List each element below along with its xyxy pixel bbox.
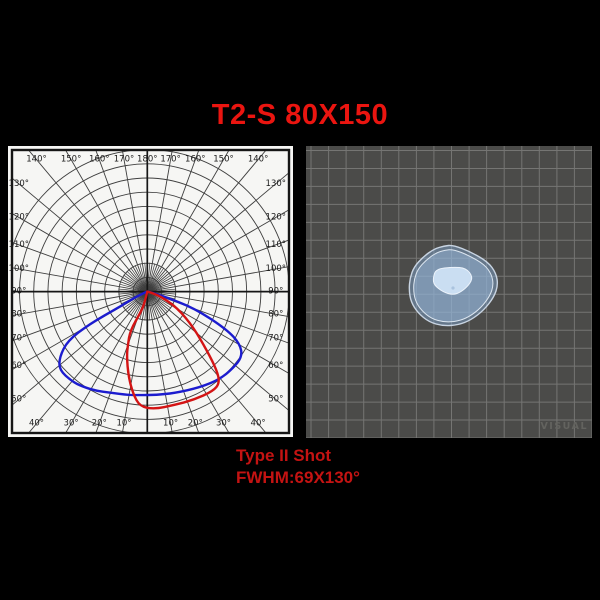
polar-angle-label: 110° [266, 240, 286, 250]
beam-footprint-panel: VISUAL [306, 146, 592, 438]
polar-angle-label: 80° [11, 309, 26, 319]
polar-angle-label: 150° [61, 155, 81, 165]
polar-angle-label: 100° [9, 264, 29, 274]
footprint-center-marker [451, 286, 455, 290]
footprint-contour-inner [432, 266, 473, 295]
polar-angle-label: 30° [216, 419, 231, 429]
caption: Type II Shot FWHM:69X130° [236, 445, 360, 489]
polar-angle-label: 130° [9, 179, 29, 189]
polar-angle-label: 180° [137, 155, 157, 165]
polar-angle-label: 100° [266, 264, 286, 274]
page-title: T2-S 80X150 [211, 99, 389, 131]
polar-angle-label: 40° [251, 419, 266, 429]
polar-angle-label: 10° [116, 419, 131, 429]
polar-distribution-panel: 10° 10° 20° 20° 30° 30° 40° 40° 50° 50° 60° 60° 70° 7… [8, 146, 293, 437]
polar-angle-label: 150° [213, 155, 233, 165]
polar-angle-label: 40° [29, 419, 44, 429]
polar-angle-label: 140° [26, 155, 46, 165]
polar-angle-label: 50° [11, 394, 26, 404]
polar-angle-label: 170° [114, 155, 134, 165]
watermark: VISUAL [540, 421, 588, 432]
polar-angle-label: 130° [266, 179, 286, 189]
polar-angle-label: 70° [11, 333, 26, 343]
lobe-narrow-plane-69deg [125, 290, 220, 410]
polar-angle-label: 30° [64, 419, 79, 429]
polar-angle-label: 120° [266, 212, 286, 222]
polar-angle-label: 90° [11, 287, 26, 297]
caption-beam-type: Type II Shot [236, 446, 332, 465]
polar-angle-label: 70° [268, 333, 283, 343]
polar-angle-label: 80° [268, 309, 283, 319]
polar-angle-label: 160° [185, 155, 205, 165]
polar-angle-label: 60° [11, 361, 26, 371]
polar-angle-label: 90° [268, 287, 283, 297]
polar-distribution-chart: 10° 10° 20° 20° 30° 30° 40° 40° 50° 50° 60° 60° 70° 7… [9, 148, 291, 435]
polar-angle-label: 140° [248, 155, 268, 165]
polar-angle-label: 110° [9, 240, 29, 250]
beam-footprint-map: VISUAL [306, 146, 592, 438]
caption-fwhm: FWHM:69X130° [236, 468, 360, 487]
polar-angle-label: 20° [188, 419, 203, 429]
polar-angle-label: 20° [92, 419, 107, 429]
polar-angle-label: 120° [9, 212, 29, 222]
polar-angle-label: 160° [89, 155, 109, 165]
polar-angle-label: 170° [160, 155, 180, 165]
polar-angle-label: 50° [268, 394, 283, 404]
polar-angle-label: 10° [163, 419, 178, 429]
polar-angle-label: 60° [268, 361, 283, 371]
